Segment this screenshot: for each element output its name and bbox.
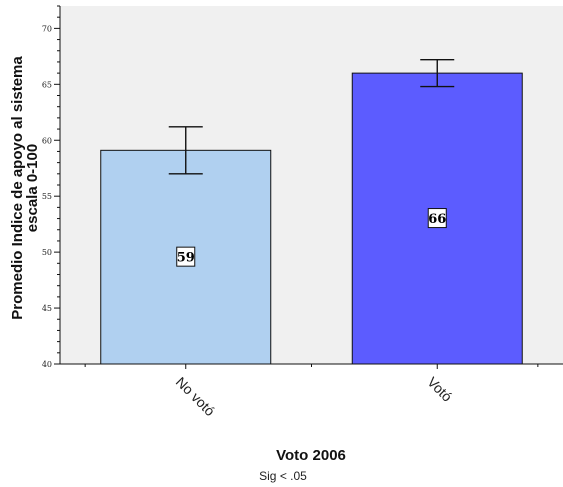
y-tick-label-45: 45: [42, 304, 52, 313]
y-tick-label-40: 40: [42, 360, 52, 369]
data-label-box-1: [427, 208, 447, 229]
data-label-1: 66: [428, 212, 446, 227]
x-axis: No votó Votó: [60, 363, 563, 420]
y-tick-label-65: 65: [42, 80, 52, 89]
significance-note: Sig < .05: [259, 469, 307, 483]
x-tick-label-1: Votó: [424, 374, 455, 405]
x-tick-label-0: No votó: [173, 374, 219, 420]
y-tick-label-55: 55: [42, 192, 52, 201]
y-axis-title: Promedio Indice de apoyo al sistema esca…: [9, 56, 41, 320]
error-bars-group: [168, 59, 455, 175]
data-label-0: 59: [177, 251, 195, 266]
data-labels-group: 59 66: [176, 208, 447, 267]
data-label-box-0: [176, 246, 196, 267]
y-tick-label-70: 70: [42, 24, 52, 33]
y-tick-label-60: 60: [42, 136, 52, 145]
y-tick-label-50: 50: [42, 248, 52, 257]
y-axis-title-line-1: Promedio Indice de apoyo al sistema: [9, 56, 26, 320]
x-axis-title: Voto 2006: [276, 447, 346, 464]
y-axis-title-line-2: escala 0-100: [24, 144, 41, 232]
y-axis: 40 45 50 55 60 65 70: [42, 5, 61, 369]
